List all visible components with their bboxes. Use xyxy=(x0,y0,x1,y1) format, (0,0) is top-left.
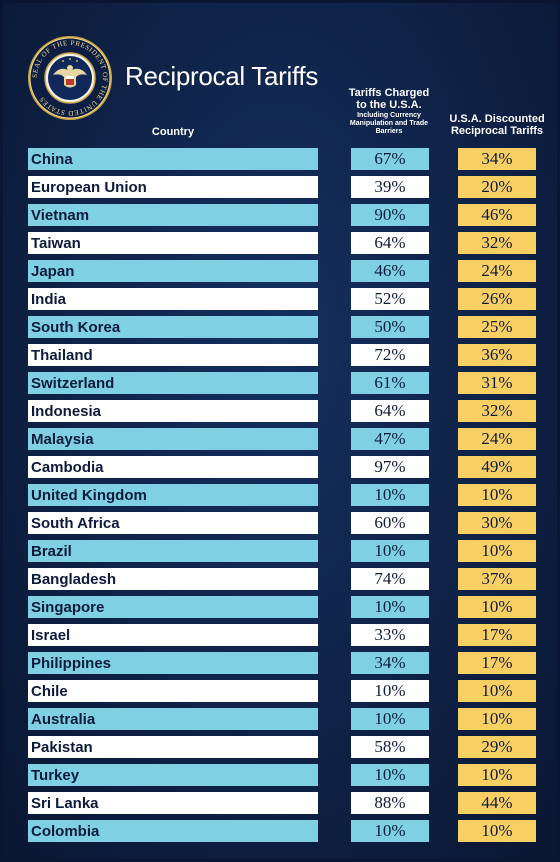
tariff-charged-cell: 67% xyxy=(351,148,429,170)
country-cell: Taiwan xyxy=(28,232,318,254)
tariff-charged-cell: 46% xyxy=(351,260,429,282)
country-cell: Vietnam xyxy=(28,204,318,226)
tariff-charged-cell: 39% xyxy=(351,176,429,198)
reciprocal-tariff-cell: 30% xyxy=(458,512,536,534)
country-cell: Pakistan xyxy=(28,736,318,758)
tariff-charged-cell: 10% xyxy=(351,596,429,618)
country-cell: South Korea xyxy=(28,316,318,338)
reciprocal-tariff-cell: 36% xyxy=(458,344,536,366)
country-cell: India xyxy=(28,288,318,310)
tariff-charged-cell: 34% xyxy=(351,652,429,674)
reciprocal-tariff-cell: 31% xyxy=(458,372,536,394)
reciprocal-tariff-cell: 32% xyxy=(458,400,536,422)
country-cell: Bangladesh xyxy=(28,568,318,590)
reciprocal-tariff-cell: 10% xyxy=(458,708,536,730)
tariff-charged-cell: 10% xyxy=(351,764,429,786)
country-cell: Switzerland xyxy=(28,372,318,394)
country-cell: Indonesia xyxy=(28,400,318,422)
tariff-charged-cell: 64% xyxy=(351,232,429,254)
reciprocal-tariff-cell: 29% xyxy=(458,736,536,758)
country-cell: Colombia xyxy=(28,820,318,842)
tariff-charged-cell: 47% xyxy=(351,428,429,450)
country-cell: Philippines xyxy=(28,652,318,674)
country-cell: China xyxy=(28,148,318,170)
tariff-charged-cell: 10% xyxy=(351,820,429,842)
tariff-charged-cell: 10% xyxy=(351,540,429,562)
tariff-charged-cell: 97% xyxy=(351,456,429,478)
country-cell: Australia xyxy=(28,708,318,730)
reciprocal-tariff-cell: 10% xyxy=(458,680,536,702)
reciprocal-tariff-cell: 44% xyxy=(458,792,536,814)
reciprocal-tariff-cell: 10% xyxy=(458,484,536,506)
tariff-charged-cell: 33% xyxy=(351,624,429,646)
column-header-reciprocal-tariffs: U.S.A. Discounted Reciprocal Tariffs xyxy=(449,113,545,137)
tariff-charged-cell: 72% xyxy=(351,344,429,366)
reciprocal-tariff-cell: 17% xyxy=(458,624,536,646)
tariffs-charged-header-main: Tariffs Charged to the U.S.A. xyxy=(348,87,430,111)
column-header-tariffs-charged: Tariffs Charged to the U.S.A. Including … xyxy=(343,87,435,136)
country-cell: South Africa xyxy=(28,512,318,534)
tariff-charged-cell: 64% xyxy=(351,400,429,422)
reciprocal-tariff-cell: 24% xyxy=(458,260,536,282)
tariff-charged-cell: 52% xyxy=(351,288,429,310)
country-cell: Singapore xyxy=(28,596,318,618)
presidential-seal-icon: SEAL OF THE PRESIDENT OF THE UNITED STAT… xyxy=(28,36,112,120)
reciprocal-tariff-cell: 37% xyxy=(458,568,536,590)
reciprocal-tariff-cell: 32% xyxy=(458,232,536,254)
page-title: Reciprocal Tariffs xyxy=(125,61,319,91)
country-cell: Sri Lanka xyxy=(28,792,318,814)
tariff-charged-cell: 61% xyxy=(351,372,429,394)
reciprocal-tariff-cell: 34% xyxy=(458,148,536,170)
tariff-charged-cell: 10% xyxy=(351,708,429,730)
tariff-charged-cell: 88% xyxy=(351,792,429,814)
reciprocal-tariff-cell: 17% xyxy=(458,652,536,674)
column-header-country: Country xyxy=(151,126,195,138)
reciprocal-tariff-cell: 46% xyxy=(458,204,536,226)
country-cell: United Kingdom xyxy=(28,484,318,506)
country-cell: European Union xyxy=(28,176,318,198)
country-cell: Japan xyxy=(28,260,318,282)
country-cell: Cambodia xyxy=(28,456,318,478)
country-cell: Chile xyxy=(28,680,318,702)
tariff-charged-cell: 50% xyxy=(351,316,429,338)
reciprocal-tariff-cell: 10% xyxy=(458,540,536,562)
tariff-charged-cell: 60% xyxy=(351,512,429,534)
country-cell: Malaysia xyxy=(28,428,318,450)
country-cell: Brazil xyxy=(28,540,318,562)
country-cell: Thailand xyxy=(28,344,318,366)
country-cell: Turkey xyxy=(28,764,318,786)
reciprocal-tariff-cell: 10% xyxy=(458,820,536,842)
reciprocal-tariff-cell: 20% xyxy=(458,176,536,198)
tariff-table-rows: China 67% 34% European Union 39% 20% Vietnam 90… xyxy=(3,3,557,859)
reciprocal-tariff-cell: 25% xyxy=(458,316,536,338)
reciprocal-tariff-cell: 24% xyxy=(458,428,536,450)
reciprocal-tariff-cell: 26% xyxy=(458,288,536,310)
country-cell: Israel xyxy=(28,624,318,646)
tariff-charged-cell: 10% xyxy=(351,680,429,702)
reciprocal-tariff-cell: 10% xyxy=(458,764,536,786)
tariff-charged-cell: 10% xyxy=(351,484,429,506)
tariff-charged-cell: 74% xyxy=(351,568,429,590)
tariff-charged-cell: 90% xyxy=(351,204,429,226)
reciprocal-tariff-cell: 10% xyxy=(458,596,536,618)
tariff-charged-cell: 58% xyxy=(351,736,429,758)
tariffs-charged-header-sub: Including Currency Manipulation and Trad… xyxy=(349,112,429,135)
reciprocal-tariff-cell: 49% xyxy=(458,456,536,478)
